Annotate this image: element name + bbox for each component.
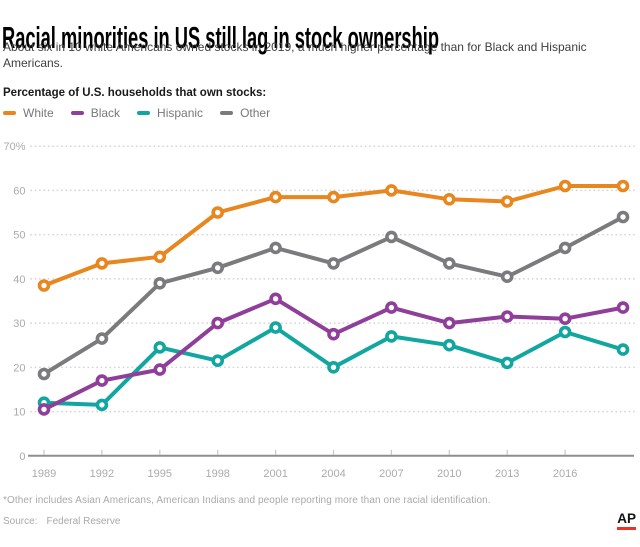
svg-text:0: 0: [19, 451, 25, 463]
source-value: Federal Reserve: [46, 516, 121, 527]
svg-text:2016: 2016: [553, 468, 577, 480]
svg-text:1995: 1995: [148, 468, 172, 480]
subtitle-line-1: About six in 10 white Americans owned st…: [3, 40, 587, 54]
svg-text:2004: 2004: [321, 468, 345, 480]
svg-text:20: 20: [13, 362, 25, 374]
svg-text:1989: 1989: [32, 468, 56, 480]
chart-title-label: Percentage of U.S. households that own s…: [3, 87, 267, 99]
svg-text:2013: 2013: [495, 468, 519, 480]
svg-text:50: 50: [13, 230, 25, 242]
source-label: Source:: [3, 516, 38, 527]
legend-item-other: Other: [220, 106, 270, 120]
svg-text:2010: 2010: [437, 468, 461, 480]
svg-text:2007: 2007: [379, 468, 403, 480]
legend-label-black: Black: [90, 106, 121, 120]
other-series-swatch: [220, 110, 234, 116]
svg-text:40: 40: [13, 274, 25, 286]
legend-item-white: White: [3, 106, 54, 120]
page-subtitle: About six in 10 white Americans owned st…: [3, 40, 587, 71]
legend-item-hispanic: Hispanic: [137, 106, 203, 120]
footnote: *Other includes Asian Americans, America…: [3, 495, 491, 506]
legend-item-black: Black: [70, 106, 121, 120]
ap-logo: AP: [617, 511, 636, 531]
svg-text:30: 30: [13, 318, 25, 330]
legend-label-hispanic: Hispanic: [157, 106, 204, 120]
subtitle-line-2: Americans.: [3, 55, 64, 70]
legend-label-other: Other: [240, 106, 271, 120]
black-series-swatch: [70, 110, 84, 116]
svg-text:2001: 2001: [263, 468, 287, 480]
svg-text:70%: 70%: [3, 141, 25, 153]
svg-text:10: 10: [13, 407, 25, 419]
stock-ownership-line-chart: 0 10 20 30 40 50 60 70% 1989 1992 1995 1998 2001 2004…: [3, 141, 637, 480]
svg-text:60: 60: [13, 185, 25, 197]
svg-text:1998: 1998: [205, 468, 229, 480]
white-series-swatch: [3, 110, 16, 116]
hispanic-series-swatch: [137, 110, 151, 116]
chart-legend: White Black Hispanic Other: [3, 106, 270, 120]
page-title: Racial minorities in US still lag in sto…: [2, 19, 440, 55]
source-line: Source: Federal Reserve: [3, 516, 120, 527]
svg-text:1992: 1992: [90, 468, 114, 480]
legend-label-white: White: [23, 106, 54, 120]
